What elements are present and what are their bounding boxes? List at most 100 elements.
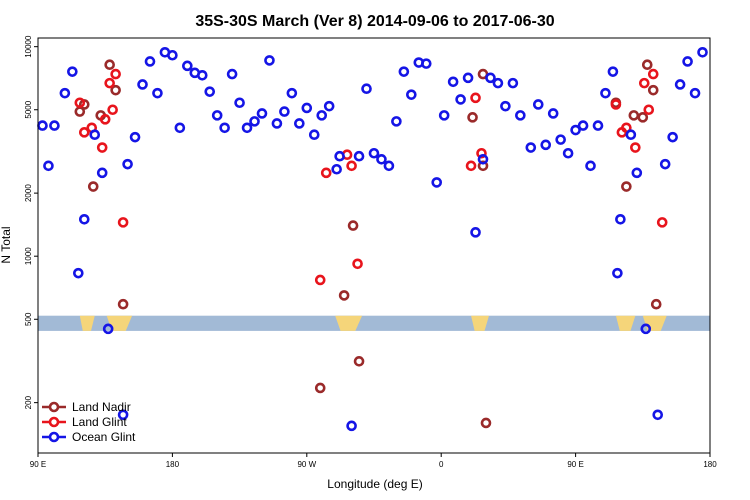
point-ocean-glint-64 [525, 142, 537, 153]
y-axis-label: N Total [0, 226, 13, 263]
map-strip-land-2 [335, 315, 363, 331]
point-land-glint-0 [74, 97, 86, 109]
point-ocean-glint-44 [368, 147, 380, 159]
plot-frame [37, 37, 711, 454]
point-land-nadir-6 [110, 84, 121, 96]
point-land-glint-17 [610, 99, 622, 110]
point-land-glint-8 [99, 114, 111, 125]
x-tick-label-5: 180 [703, 460, 717, 469]
point-ocean-glint-4 [67, 66, 78, 77]
point-ocean-glint-45 [376, 154, 387, 165]
point-ocean-glint-72 [585, 160, 596, 172]
x-axis-label: Longitude (deg E) [327, 477, 422, 491]
point-ocean-glint-21 [196, 70, 208, 81]
x-axis: 90 E 180 90 W 0 90 E 180 [30, 453, 717, 469]
point-land-glint-23 [647, 68, 659, 80]
point-land-nadir-17 [628, 110, 640, 121]
point-land-nadir-7 [314, 382, 326, 394]
point-ocean-glint-49 [406, 89, 417, 100]
point-ocean-glint-37 [316, 110, 328, 121]
point-ocean-glint-69 [562, 147, 574, 159]
point-ocean-glint-79 [631, 167, 643, 179]
point-ocean-glint-17 [167, 49, 178, 61]
point-ocean-glint-81 [652, 409, 664, 421]
point-land-nadir-16 [621, 181, 632, 192]
point-ocean-glint-41 [346, 420, 357, 432]
point-land-nadir-4 [104, 59, 115, 71]
point-ocean-glint-83 [667, 131, 678, 143]
point-ocean-glint-9 [102, 323, 114, 335]
point-ocean-glint-23 [211, 110, 223, 121]
point-ocean-glint-19 [182, 60, 193, 72]
point-ocean-glint-84 [674, 79, 686, 90]
point-ocean-glint-73 [592, 120, 604, 131]
point-land-nadir-10 [353, 356, 365, 367]
point-ocean-glint-10 [117, 409, 129, 421]
point-ocean-glint-14 [144, 56, 156, 67]
point-land-glint-1 [78, 127, 90, 138]
point-ocean-glint-67 [547, 108, 559, 119]
y-tick-label-3: 2000 [24, 184, 33, 202]
point-ocean-glint-76 [615, 214, 626, 225]
point-land-glint-22 [656, 217, 668, 228]
point-land-glint-12 [346, 160, 357, 172]
point-ocean-glint-12 [129, 131, 141, 143]
point-land-nadir-19 [650, 298, 662, 310]
point-land-glint-3 [96, 142, 108, 153]
points-layer [37, 47, 708, 432]
point-ocean-glint-35 [301, 102, 313, 114]
point-land-glint-6 [110, 68, 121, 80]
point-ocean-glint-78 [625, 129, 637, 141]
point-ocean-glint-46 [383, 160, 395, 172]
point-ocean-glint-66 [540, 139, 552, 151]
point-ocean-glint-5 [73, 267, 84, 279]
point-ocean-glint-55 [455, 94, 466, 105]
point-ocean-glint-57 [470, 227, 481, 238]
point-ocean-glint-40 [334, 150, 345, 162]
y-tick-label-1: 500 [24, 312, 33, 326]
point-land-glint-13 [352, 258, 363, 270]
point-ocean-glint-26 [234, 97, 245, 109]
point-ocean-glint-33 [286, 87, 298, 99]
point-ocean-glint-7 [89, 129, 101, 141]
legend-marker-land-glint [48, 416, 60, 428]
point-ocean-glint-0 [37, 120, 48, 131]
point-ocean-glint-39 [331, 163, 342, 175]
y-tick-label-5: 10000 [24, 35, 33, 58]
point-ocean-glint-2 [49, 120, 60, 131]
point-ocean-glint-28 [249, 116, 260, 127]
map-strip-land-3 [471, 315, 489, 331]
point-land-nadir-8 [338, 290, 350, 301]
point-ocean-glint-27 [241, 122, 253, 134]
point-ocean-glint-43 [361, 83, 372, 95]
point-land-glint-4 [104, 77, 115, 89]
map-strip-land-4 [615, 315, 636, 331]
point-land-glint-19 [621, 122, 632, 134]
point-ocean-glint-86 [689, 87, 701, 99]
point-ocean-glint-80 [640, 323, 652, 335]
map-strip [38, 315, 710, 331]
point-ocean-glint-60 [492, 77, 504, 89]
map-strip-land-0 [79, 315, 95, 331]
point-ocean-glint-3 [59, 87, 71, 99]
point-land-glint-10 [320, 167, 332, 179]
point-ocean-glint-18 [174, 122, 186, 134]
point-land-nadir-18 [641, 59, 653, 71]
point-ocean-glint-74 [600, 87, 611, 99]
point-land-glint-15 [470, 92, 481, 104]
point-ocean-glint-58 [477, 154, 489, 165]
point-ocean-glint-51 [420, 58, 432, 69]
point-ocean-glint-6 [78, 214, 90, 225]
point-ocean-glint-25 [226, 68, 238, 80]
point-ocean-glint-1 [43, 160, 54, 172]
point-ocean-glint-75 [607, 66, 619, 77]
x-tick-label-1: 180 [166, 460, 180, 469]
point-ocean-glint-87 [697, 47, 708, 58]
map-strip-ocean [38, 315, 710, 331]
y-tick-label-4: 5000 [24, 100, 33, 118]
point-ocean-glint-32 [279, 106, 290, 117]
point-land-nadir-5 [117, 298, 129, 310]
point-ocean-glint-31 [271, 118, 283, 129]
point-ocean-glint-34 [294, 118, 305, 129]
